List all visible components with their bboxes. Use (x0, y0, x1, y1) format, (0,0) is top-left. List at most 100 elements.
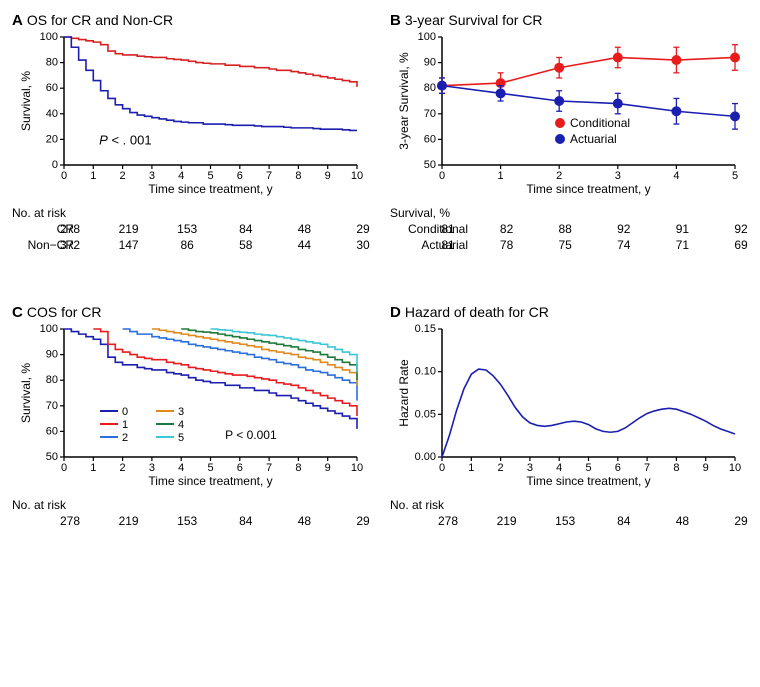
panel-c-risk-table: No. at risk 278219153844829 (12, 497, 367, 529)
svg-text:50: 50 (424, 159, 436, 171)
risk-cell: 147 (115, 237, 143, 253)
risk-cell: 278 (56, 513, 84, 529)
svg-text:7: 7 (266, 462, 272, 474)
risk-cell: 69 (727, 237, 755, 253)
svg-text:2: 2 (120, 462, 126, 474)
panel-a: AOS for CR and Non-CR 012345678910020406… (12, 12, 367, 254)
svg-text:4: 4 (178, 462, 184, 474)
risk-cell: 92 (610, 221, 638, 237)
svg-text:0.00: 0.00 (415, 451, 436, 463)
risk-cell: 48 (290, 513, 318, 529)
panel-b-chart: 0123455060708090100Time since treatment,… (390, 31, 745, 201)
svg-text:5: 5 (585, 462, 591, 474)
risk-cell: 153 (173, 513, 201, 529)
svg-text:6: 6 (615, 462, 621, 474)
svg-text:70: 70 (424, 108, 436, 120)
risk-cell: 75 (551, 237, 579, 253)
risk-cell: 29 (727, 513, 755, 529)
svg-text:0: 0 (439, 170, 445, 182)
panel-c-chart: 0123456789105060708090100Time since trea… (12, 323, 367, 493)
svg-text:4: 4 (178, 419, 184, 431)
risk-cell: 71 (668, 237, 696, 253)
svg-text:Time since treatment, y: Time since treatment, y (526, 182, 650, 196)
risk-cell: 84 (232, 513, 260, 529)
svg-text:100: 100 (40, 323, 58, 335)
svg-text:100: 100 (418, 31, 436, 43)
panel-a-risk-table: No. at risk CR278219153844829Non−CR37214… (12, 205, 367, 254)
svg-text:3: 3 (527, 462, 533, 474)
risk-cell: 153 (173, 221, 201, 237)
risk-cell: 84 (610, 513, 638, 529)
svg-text:3: 3 (149, 462, 155, 474)
svg-text:8: 8 (295, 462, 301, 474)
risk-cell: 153 (551, 513, 579, 529)
svg-text:6: 6 (237, 170, 243, 182)
panel-d-title: DHazard of death for CR (390, 304, 745, 321)
risk-cell: 219 (115, 513, 143, 529)
risk-cell: 58 (232, 237, 260, 253)
risk-cell: 278 (434, 513, 462, 529)
svg-text:5: 5 (207, 170, 213, 182)
svg-text:40: 40 (46, 108, 58, 120)
svg-text:8: 8 (295, 170, 301, 182)
svg-text:1: 1 (498, 170, 504, 182)
svg-text:60: 60 (46, 425, 58, 437)
risk-cell: 29 (349, 513, 377, 529)
svg-text:0: 0 (122, 406, 128, 418)
svg-text:1: 1 (90, 170, 96, 182)
svg-text:1: 1 (468, 462, 474, 474)
panel-d-risk-table: No. at risk 278219153844829 (390, 497, 745, 529)
risk-cell: 81 (434, 237, 462, 253)
svg-text:0: 0 (439, 462, 445, 474)
svg-text:0: 0 (61, 462, 67, 474)
risk-cell: 92 (727, 221, 755, 237)
svg-text:Survival, %: Survival, % (19, 71, 33, 131)
risk-header: Survival, % (390, 205, 745, 221)
svg-text:90: 90 (424, 57, 436, 69)
risk-cell: 84 (232, 221, 260, 237)
svg-text:5: 5 (178, 432, 184, 444)
risk-cell: 30 (349, 237, 377, 253)
risk-cell: 88 (551, 221, 579, 237)
risk-header: No. at risk (390, 497, 745, 513)
svg-text:P < . 001: P < . 001 (99, 133, 151, 148)
panel-a-chart: 012345678910020406080100Time since treat… (12, 31, 367, 201)
svg-text:60: 60 (424, 133, 436, 145)
svg-text:Time since treatment, y: Time since treatment, y (148, 182, 272, 196)
panel-b-risk-table: Survival, % Conditional818288929192Actua… (390, 205, 745, 254)
risk-cell: 74 (610, 237, 638, 253)
svg-text:70: 70 (46, 399, 58, 411)
svg-text:Conditional: Conditional (570, 116, 630, 130)
svg-text:3: 3 (149, 170, 155, 182)
svg-text:4: 4 (556, 462, 562, 474)
panel-c: CCOS for CR 0123456789105060708090100Tim… (12, 304, 367, 529)
svg-text:8: 8 (673, 462, 679, 474)
svg-text:3-year Survival, %: 3-year Survival, % (397, 52, 411, 150)
panel-c-title: CCOS for CR (12, 304, 367, 321)
svg-text:80: 80 (46, 374, 58, 386)
svg-text:80: 80 (424, 82, 436, 94)
svg-text:2: 2 (498, 462, 504, 474)
risk-cell: 372 (56, 237, 84, 253)
svg-text:2: 2 (556, 170, 562, 182)
svg-text:9: 9 (325, 462, 331, 474)
svg-text:5: 5 (207, 462, 213, 474)
svg-text:Time since treatment, y: Time since treatment, y (526, 474, 650, 488)
svg-text:Time since treatment, y: Time since treatment, y (148, 474, 272, 488)
risk-cell: 278 (56, 221, 84, 237)
svg-text:4: 4 (178, 170, 184, 182)
svg-text:20: 20 (46, 133, 58, 145)
svg-text:Actuarial: Actuarial (570, 132, 617, 146)
svg-text:10: 10 (351, 462, 363, 474)
risk-cell: 91 (668, 221, 696, 237)
risk-cell: 48 (290, 221, 318, 237)
panel-d-chart: 0123456789100.000.050.100.15Time since t… (390, 323, 745, 493)
svg-text:0.05: 0.05 (415, 408, 436, 420)
svg-text:1: 1 (90, 462, 96, 474)
svg-text:0.10: 0.10 (415, 365, 436, 377)
risk-cell: 81 (434, 221, 462, 237)
risk-cell: 44 (290, 237, 318, 253)
svg-text:4: 4 (673, 170, 679, 182)
risk-cell: 48 (668, 513, 696, 529)
svg-text:10: 10 (351, 170, 363, 182)
